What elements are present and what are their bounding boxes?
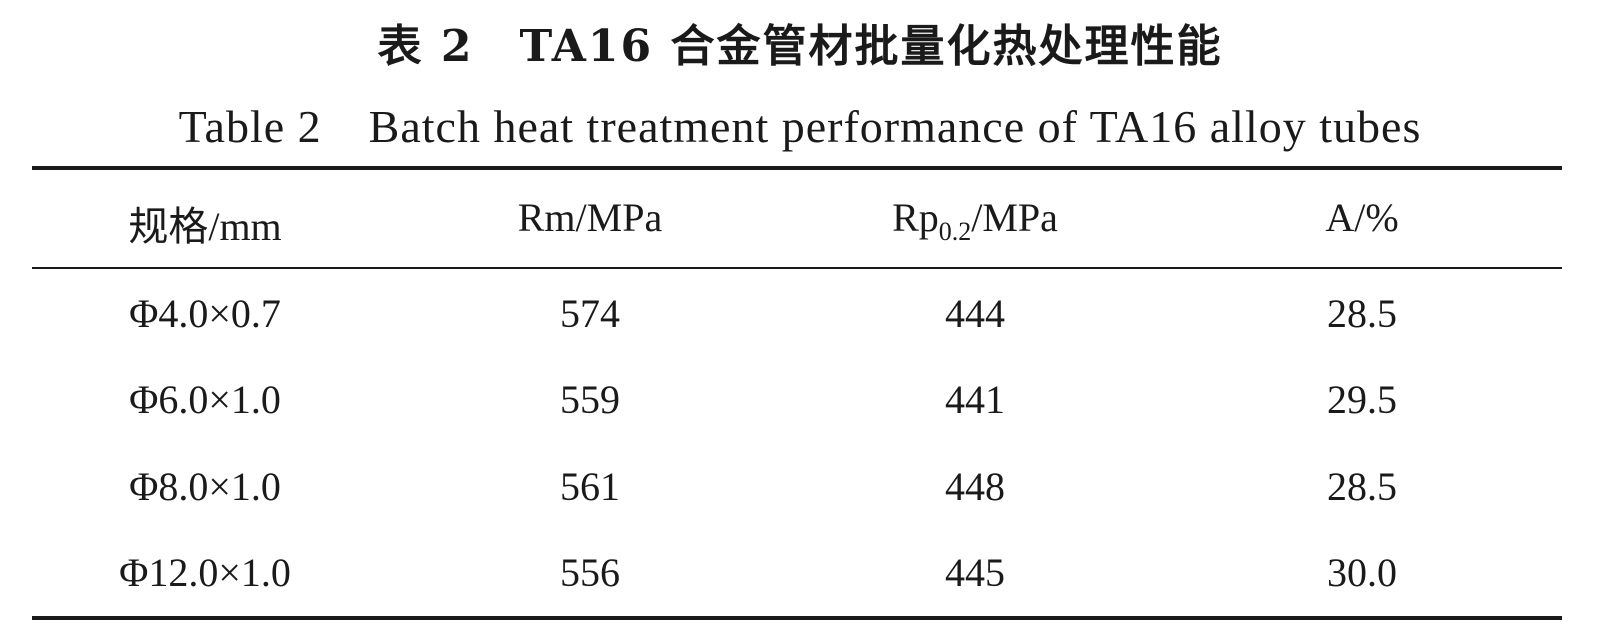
header-rule (32, 267, 1562, 269)
cell-rp02: 444 (945, 291, 1005, 336)
cell-elongation: 28.5 (1327, 464, 1397, 509)
cell-spec: Φ8.0×1.0 (129, 464, 281, 509)
cell-spec: Φ4.0×0.7 (129, 291, 281, 336)
cell-rm: 561 (560, 464, 620, 509)
cell-rp02: 441 (945, 377, 1005, 422)
header-spec: 规格/mm (128, 204, 282, 249)
header-rp-unit: /MPa (971, 195, 1058, 240)
cell-elongation: 28.5 (1327, 291, 1397, 336)
table-title-english: Table 2 Batch heat treatment performance… (178, 101, 1422, 152)
cell-rm: 556 (560, 550, 620, 595)
header-rp-subscript: 0.2 (938, 217, 972, 246)
cell-rp02: 445 (945, 550, 1005, 595)
cell-spec: Φ6.0×1.0 (129, 377, 281, 422)
header-elongation: A/% (1325, 195, 1399, 240)
header-rp-text: Rp (892, 195, 939, 240)
header-rp02: Rp0.2/MPa (785, 194, 1165, 247)
top-rule (32, 166, 1562, 170)
cell-elongation: 29.5 (1327, 377, 1397, 422)
cell-elongation: 30.0 (1327, 550, 1397, 595)
bottom-rule (32, 616, 1562, 620)
table-title-chinese: 表 2 TA16 合金管材批量化热处理性能 (377, 21, 1223, 72)
cell-rm: 574 (560, 291, 620, 336)
cell-rm: 559 (560, 377, 620, 422)
cell-rp02: 448 (945, 464, 1005, 509)
cell-spec: Φ12.0×1.0 (119, 550, 291, 595)
header-rm: Rm/MPa (517, 195, 663, 240)
